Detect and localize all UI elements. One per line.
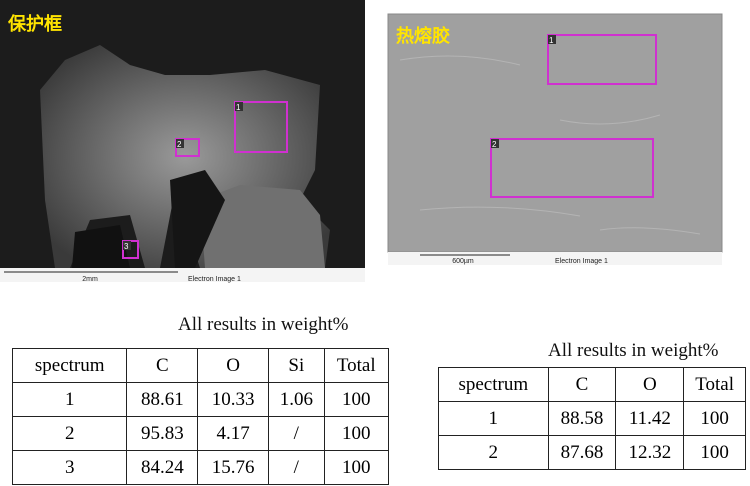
table-cell: C: [126, 348, 199, 383]
table-cell: 100: [683, 435, 746, 470]
table-cell: /: [268, 416, 325, 451]
caption: Electron Image 1: [188, 276, 241, 283]
table: spectrum C O Si Total 1 88.61 10.33 1.06 100 2 95.8…: [11, 348, 390, 485]
scale-strip: [0, 268, 365, 282]
region-label: 2: [177, 140, 182, 149]
sem-right: [387, 13, 723, 253]
table-cell: O: [197, 348, 270, 383]
table-row: 1 88.58 11.42 100: [438, 401, 746, 436]
table-cell: 10.33: [197, 382, 270, 417]
table-caption: All results in weight%: [548, 340, 719, 361]
region-label: 3: [124, 242, 129, 251]
texture: [399, 55, 701, 235]
table-caption: All results in weight%: [178, 314, 349, 335]
scale: 2mm: [82, 276, 98, 283]
region-label: 1: [549, 36, 554, 45]
table-cell: Si: [268, 348, 325, 383]
hole: [72, 225, 130, 268]
region-label: 2: [492, 140, 497, 149]
table-cell: 1.06: [268, 382, 325, 417]
table-cell: Total: [683, 367, 746, 402]
figure: 2mm Electron Image 1 保护框 1 2 3 600µm Ele…: [0, 0, 723, 283]
table-cell: 88.58: [547, 401, 617, 436]
hole: [170, 170, 225, 268]
table-cell: 88.61: [126, 382, 199, 417]
table-cell: spectrum: [438, 367, 549, 402]
table-cell: 12.32: [615, 435, 685, 470]
table-cell: 1: [438, 401, 549, 436]
table-cell: 3: [11, 450, 128, 485]
table-cell: C: [547, 367, 617, 402]
table-cell: 11.42: [615, 401, 685, 436]
table: spectrum C O Total 1 88.58 11.42 100 2 87.68 12.32…: [438, 367, 746, 470]
table-cell: 95.83: [126, 416, 199, 451]
table-cell: O: [615, 367, 685, 402]
table-row: spectrum C O Si Total: [11, 348, 390, 383]
table-cell: spectrum: [11, 348, 128, 383]
table-cell: 100: [323, 416, 390, 451]
table-cell: 1: [11, 382, 128, 417]
table-cell: 2: [438, 435, 549, 470]
table-cell: 100: [323, 382, 390, 417]
table-cell: 2: [11, 416, 128, 451]
caption: Electron Image 1: [555, 258, 608, 265]
table-row: spectrum C O Total: [438, 367, 746, 402]
table-row: 2 95.83 4.17/100: [11, 416, 390, 451]
table-cell: /: [268, 450, 325, 485]
table-cell: 100: [323, 450, 390, 485]
title: 保护框: [7, 13, 62, 35]
scale: 600µm: [452, 258, 474, 265]
table-cell: 4.17: [197, 416, 270, 451]
table-row: 2 87.68 12.32 100: [438, 435, 746, 470]
specimen-part: [200, 185, 325, 268]
table-cell: 84.24: [126, 450, 199, 485]
table-cell: 100: [683, 401, 746, 436]
region-label: 1: [236, 103, 241, 112]
table-cell: 87.68: [547, 435, 617, 470]
table-row: 3 84.24 15.76/100: [11, 450, 390, 485]
table-cell: Total: [323, 348, 390, 383]
table-cell: 15.76: [197, 450, 270, 485]
title: 热熔胶: [396, 25, 450, 47]
table-row: 1 88.61 10.33 1.06 100: [11, 382, 390, 417]
